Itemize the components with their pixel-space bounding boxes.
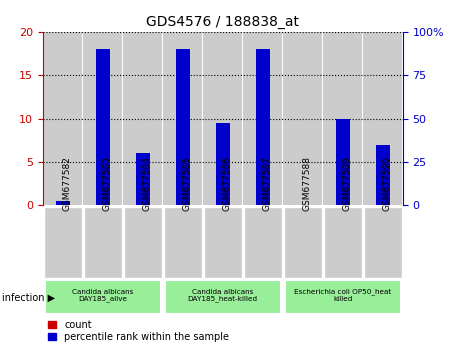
Text: GSM677590: GSM677590	[383, 156, 392, 211]
Bar	[123, 32, 162, 205]
Text: GSM677585: GSM677585	[183, 156, 192, 211]
FancyBboxPatch shape	[163, 207, 202, 278]
FancyBboxPatch shape	[364, 207, 402, 278]
Bar	[323, 32, 362, 205]
Bar	[336, 133, 350, 205]
FancyBboxPatch shape	[165, 280, 281, 314]
Bar	[43, 32, 82, 205]
Bar	[243, 32, 282, 205]
Text: Escherichia coli OP50_heat
killed: Escherichia coli OP50_heat killed	[294, 289, 392, 302]
Bar	[256, 72, 270, 205]
Bar	[256, 49, 270, 205]
Bar	[216, 140, 230, 205]
Bar	[56, 201, 70, 205]
Bar	[336, 119, 350, 205]
Text: GSM677584: GSM677584	[143, 156, 152, 211]
Bar	[283, 32, 322, 205]
Bar	[376, 144, 390, 205]
FancyBboxPatch shape	[124, 207, 162, 278]
Text: GSM677586: GSM677586	[223, 156, 232, 211]
FancyBboxPatch shape	[243, 207, 282, 278]
Text: GSM677587: GSM677587	[263, 156, 272, 211]
Bar	[56, 202, 70, 205]
Bar	[96, 49, 110, 205]
Bar	[203, 32, 243, 205]
Legend: count, percentile rank within the sample: count, percentile rank within the sample	[48, 320, 229, 342]
Bar	[363, 32, 402, 205]
Text: GSM677583: GSM677583	[103, 156, 112, 211]
FancyBboxPatch shape	[324, 207, 362, 278]
Bar	[376, 148, 390, 205]
FancyBboxPatch shape	[45, 280, 161, 314]
Bar	[96, 65, 110, 205]
FancyBboxPatch shape	[285, 280, 401, 314]
Text: Candida albicans
DAY185_alive: Candida albicans DAY185_alive	[72, 289, 134, 302]
FancyBboxPatch shape	[44, 207, 82, 278]
Bar	[176, 67, 190, 205]
Bar	[83, 32, 122, 205]
Text: GSM677582: GSM677582	[63, 156, 72, 211]
FancyBboxPatch shape	[84, 207, 122, 278]
Title: GDS4576 / 188838_at: GDS4576 / 188838_at	[146, 16, 299, 29]
Bar	[136, 161, 150, 205]
Bar	[216, 123, 230, 205]
FancyBboxPatch shape	[203, 207, 242, 278]
Text: GSM677588: GSM677588	[303, 156, 312, 211]
Bar	[163, 32, 202, 205]
FancyBboxPatch shape	[284, 207, 322, 278]
Text: infection ▶: infection ▶	[2, 292, 55, 302]
Bar	[176, 49, 190, 205]
Text: GSM677589: GSM677589	[343, 156, 352, 211]
Text: Candida albicans
DAY185_heat-killed: Candida albicans DAY185_heat-killed	[188, 289, 258, 302]
Bar	[136, 153, 150, 205]
